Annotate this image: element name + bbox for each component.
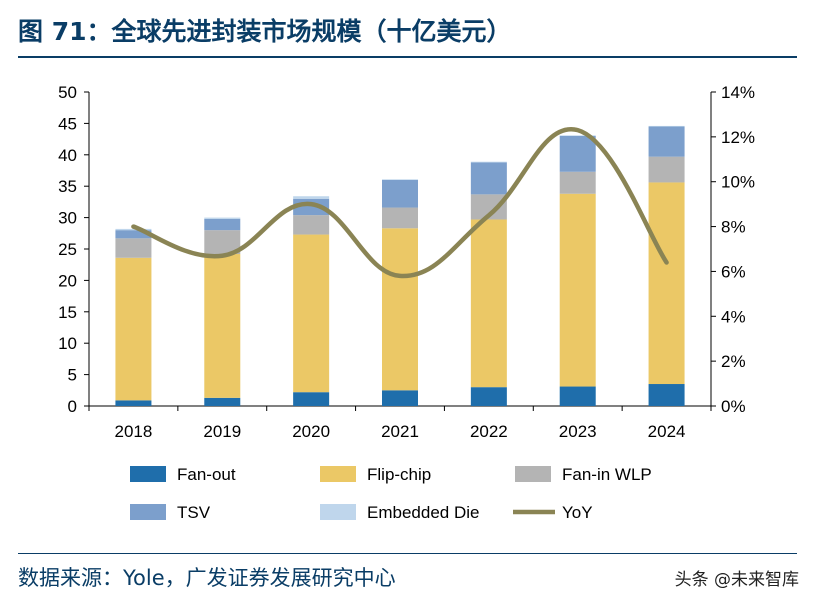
x-tick-label: 2020 — [292, 422, 330, 441]
bar-segment-embedded-die — [115, 228, 152, 231]
bar-segment-embedded-die — [648, 125, 685, 127]
bar-segment-flip-chip — [204, 254, 241, 398]
bar-segment-flip-chip — [382, 228, 418, 391]
y-left-tick-label: 20 — [58, 271, 77, 290]
x-tick-label: 2022 — [470, 422, 508, 441]
y-left-tick-label: 30 — [58, 209, 77, 228]
bar-segment-fan-out — [293, 392, 330, 406]
x-tick-label: 2018 — [115, 422, 153, 441]
y-left-tick-label: 15 — [58, 303, 77, 322]
y-right-tick-label: 4% — [721, 307, 746, 326]
bar-segment-tsv — [470, 162, 507, 195]
source-rule — [18, 553, 797, 554]
bar-segment-embedded-die — [559, 135, 596, 136]
bar-segment-flip-chip — [470, 219, 507, 388]
source-note: 数据来源：Yole，广发证券发展研究中心 — [18, 566, 396, 590]
bar-segment-fan-in-wlp — [648, 156, 685, 183]
y-left-tick-label: 25 — [58, 240, 77, 259]
legend-swatch-embedded-die — [320, 504, 356, 520]
y-right-tick-label: 6% — [721, 262, 746, 281]
bar-segment-fan-out — [204, 397, 241, 406]
y-right-tick-label: 2% — [721, 352, 746, 371]
y-right-tick-label: 0% — [721, 397, 746, 416]
legend-label-fan-in-wlp: Fan-in WLP — [562, 465, 652, 484]
y-left-tick-label: 45 — [58, 114, 77, 133]
bar-segment-fan-in-wlp — [115, 238, 152, 258]
bar-segment-flip-chip — [293, 234, 330, 393]
bar-segment-embedded-die — [204, 217, 241, 219]
x-tick-label: 2019 — [203, 422, 241, 441]
bar-segment-tsv — [115, 230, 152, 239]
y-right-tick-label: 14% — [721, 83, 755, 102]
bar-segment-tsv — [204, 218, 241, 231]
legend-swatch-fan-out — [130, 466, 166, 482]
bar-segment-fan-out — [559, 386, 596, 406]
bar-segment-fan-in-wlp — [559, 171, 596, 194]
x-tick-label: 2021 — [381, 422, 419, 441]
legend-label-embedded-die: Embedded Die — [367, 503, 479, 522]
y-left-tick-label: 50 — [58, 83, 77, 102]
legend-label-tsv: TSV — [177, 503, 211, 522]
bar-segment-fan-in-wlp — [382, 207, 418, 229]
bar-segment-flip-chip — [648, 182, 685, 385]
x-tick-label: 2024 — [648, 422, 686, 441]
bar-segment-embedded-die — [382, 179, 418, 180]
bar-segment-fan-out — [115, 400, 152, 406]
bar-segment-embedded-die — [293, 196, 330, 199]
y-left-tick-label: 0 — [68, 397, 77, 416]
y-left-tick-label: 5 — [68, 366, 77, 385]
bar-segment-fan-in-wlp — [293, 215, 330, 235]
bar-segment-fan-in-wlp — [204, 230, 241, 255]
yoy-line — [131, 126, 669, 279]
figure-title: 图 71：全球先进封装市场规模（十亿美元） — [18, 17, 512, 46]
x-tick-label: 2023 — [559, 422, 597, 441]
legend-label-fan-out: Fan-out — [177, 465, 236, 484]
bar-segment-fan-out — [648, 384, 685, 406]
y-left-tick-label: 10 — [58, 334, 77, 353]
y-left-tick-label: 40 — [58, 146, 77, 165]
legend-swatch-flip-chip — [320, 466, 356, 482]
bar-segment-tsv — [382, 179, 418, 208]
legend-label-yoy: YoY — [562, 503, 593, 522]
legend-swatch-fan-in-wlp — [515, 466, 551, 482]
y-right-tick-label: 8% — [721, 218, 746, 237]
watermark: 头条 @未来智库 — [674, 570, 799, 590]
bar-segment-fan-out — [382, 390, 418, 406]
bar-segment-tsv — [648, 126, 685, 157]
bar-segment-flip-chip — [559, 193, 596, 387]
bar-segment-flip-chip — [115, 257, 152, 401]
bar-segment-fan-out — [470, 387, 507, 406]
legend-swatch-tsv — [130, 504, 166, 520]
y-right-tick-label: 12% — [721, 128, 755, 147]
bar-segment-embedded-die — [470, 161, 507, 163]
y-right-tick-label: 10% — [721, 173, 755, 192]
y-left-tick-label: 35 — [58, 177, 77, 196]
legend-label-flip-chip: Flip-chip — [367, 465, 431, 484]
title-rule — [18, 56, 797, 58]
bar-segment-tsv — [559, 135, 596, 172]
